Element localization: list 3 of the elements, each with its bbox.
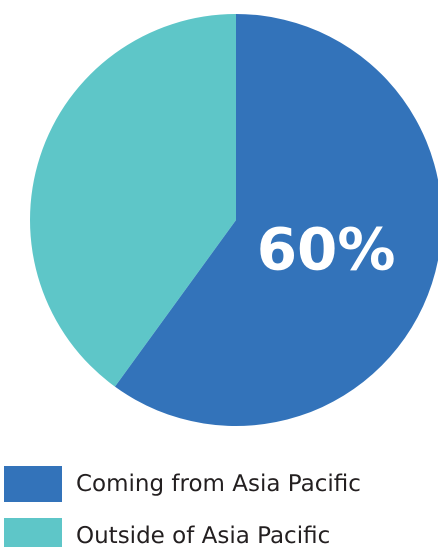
- legend-label: Outside of Asia Pacific: [76, 523, 330, 547]
- data-label: 60%: [256, 215, 396, 284]
- legend-label: Coming from Asia Pacific: [76, 471, 361, 497]
